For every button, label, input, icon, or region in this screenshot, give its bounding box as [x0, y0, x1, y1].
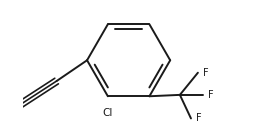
Text: F: F: [196, 113, 201, 123]
Text: F: F: [208, 90, 214, 100]
Text: Cl: Cl: [103, 108, 113, 118]
Text: F: F: [203, 68, 208, 78]
